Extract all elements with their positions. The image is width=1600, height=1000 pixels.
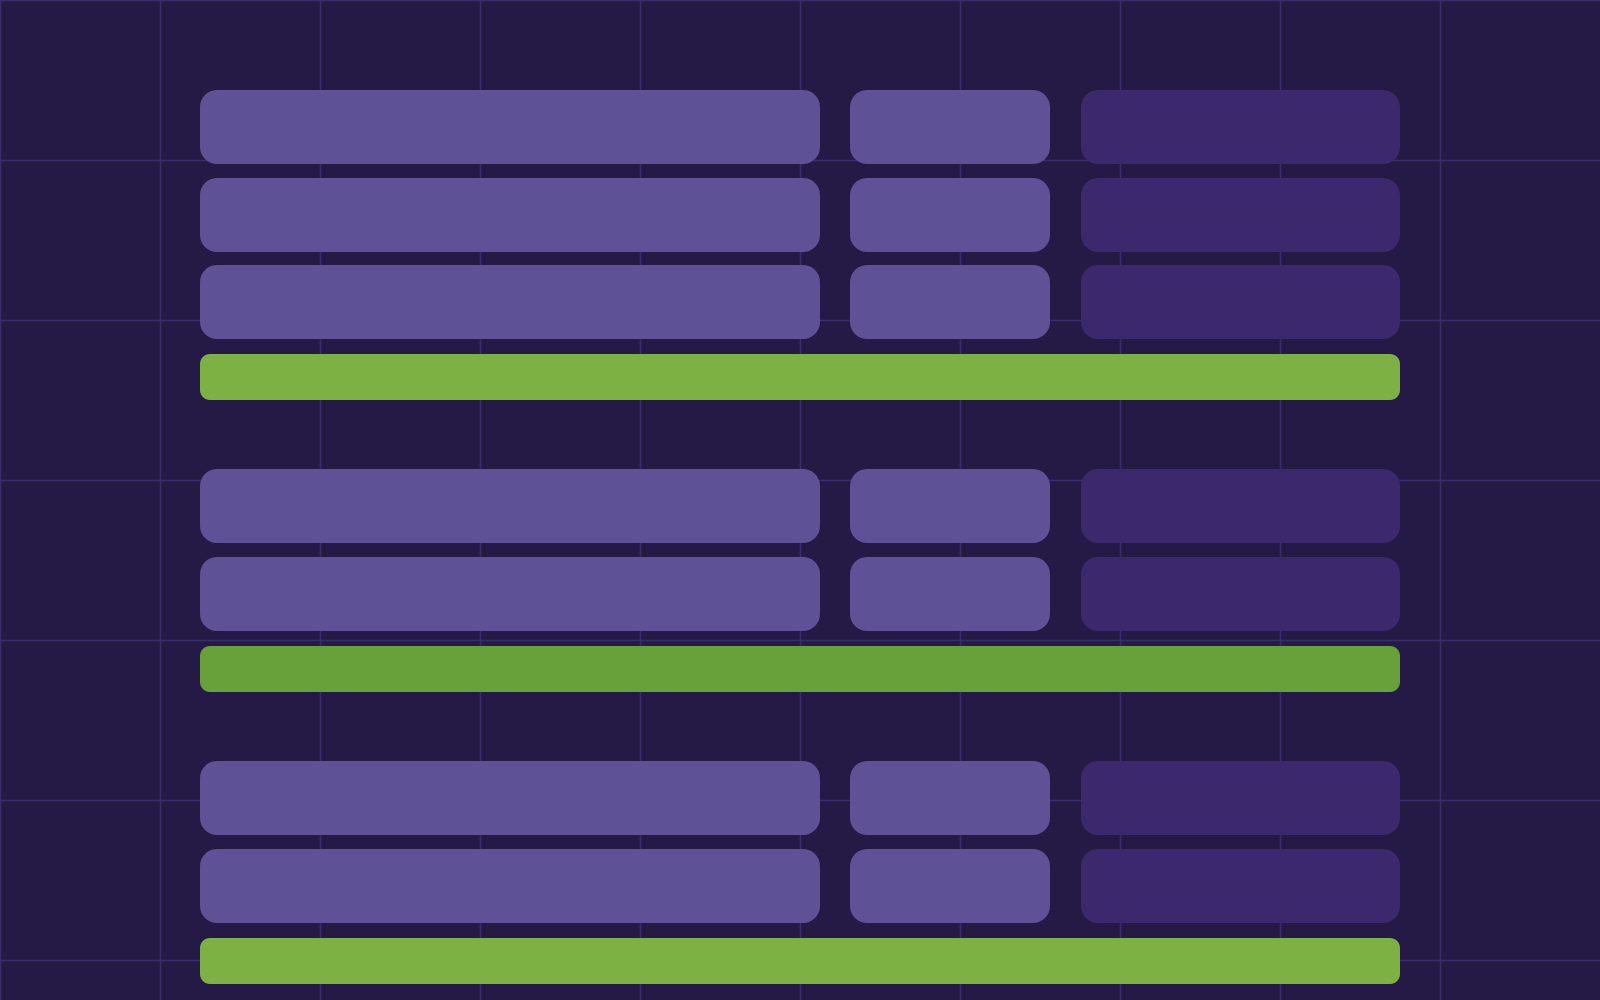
wide-block (200, 557, 820, 631)
medium-block (850, 849, 1050, 923)
wide-block (200, 90, 820, 164)
dark-block (1081, 178, 1400, 252)
green-bar (200, 354, 1400, 400)
dark-block (1081, 90, 1400, 164)
wide-block (200, 761, 820, 835)
green-bar (200, 646, 1400, 692)
medium-block (850, 90, 1050, 164)
dark-block (1081, 557, 1400, 631)
wide-block (200, 849, 820, 923)
dark-block (1081, 849, 1400, 923)
wide-block (200, 265, 820, 339)
green-bar (200, 938, 1400, 984)
medium-block (850, 178, 1050, 252)
medium-block (850, 761, 1050, 835)
layout-blocks (200, 90, 1400, 984)
dark-block (1081, 265, 1400, 339)
dark-block (1081, 469, 1400, 543)
medium-block (850, 469, 1050, 543)
dark-block (1081, 761, 1400, 835)
medium-block (850, 557, 1050, 631)
wide-block (200, 469, 820, 543)
wide-block (200, 178, 820, 252)
medium-block (850, 265, 1050, 339)
